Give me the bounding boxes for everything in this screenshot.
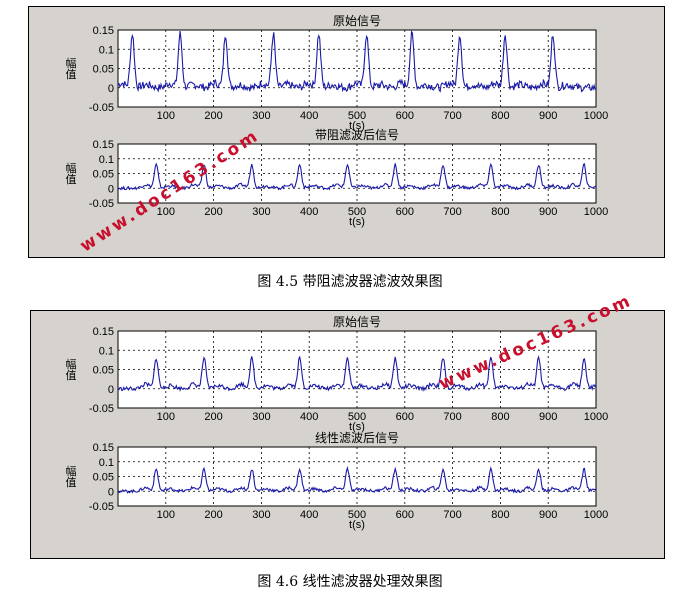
x-tick-label: 800: [491, 206, 509, 218]
chart-panel-3: -0.05 0 0.05 0.1 0.15 100 200 300 400 500 600 700 80…: [64, 315, 608, 433]
y-tick-label: 0.15: [93, 326, 114, 338]
x-tick-label: 600: [396, 206, 414, 218]
y-tick-label: 0.05: [93, 169, 114, 181]
signal-line: [117, 354, 597, 392]
y-tick-label: 0.1: [99, 154, 114, 166]
x-tick-label: 300: [252, 509, 270, 521]
plot-title: 带阻滤波后信号: [315, 128, 399, 142]
x-tick-label: 800: [491, 509, 509, 521]
y-tick-label: -0.05: [89, 102, 114, 114]
x-tick-label: 300: [252, 110, 270, 122]
x-tick-label: 300: [252, 206, 270, 218]
plot-title: 线性滤波后信号: [315, 431, 399, 445]
x-tick-label: 1000: [584, 509, 608, 521]
x-tick-label: 200: [204, 110, 222, 122]
chart-panel-1: -0.05 0 0.05 0.1 0.15 100 200 300 400 500 600 700 80…: [64, 14, 608, 132]
plot-area: [117, 446, 597, 507]
y-tick-label: -0.05: [89, 501, 114, 513]
x-tick-label: 900: [539, 509, 557, 521]
x-tick-label: 400: [300, 509, 318, 521]
x-tick-label: 300: [252, 411, 270, 423]
x-tick-label: 800: [491, 110, 509, 122]
y-tick-label: 0: [108, 384, 114, 396]
plot-title: 原始信号: [333, 14, 381, 28]
x-tick-label: 600: [396, 411, 414, 423]
x-tick-label: 500: [348, 411, 366, 423]
y-tick-label: 0: [108, 83, 114, 95]
x-axis-label: t(s): [349, 519, 365, 531]
x-tick-label: 400: [300, 411, 318, 423]
y-tick-label: 0.1: [99, 44, 114, 56]
y-tick-label: 0.15: [93, 25, 114, 37]
x-tick-label: 100: [157, 509, 175, 521]
y-tick-label: -0.05: [89, 198, 114, 210]
y-axis-label: 幅值: [64, 162, 77, 185]
y-axis-label: 幅值: [64, 358, 77, 381]
y-tick-label: 0.1: [99, 345, 114, 357]
x-axis-label: t(s): [349, 216, 365, 228]
x-tick-label: 600: [396, 509, 414, 521]
signal-line: [117, 465, 597, 494]
figure-4-6-caption: 图 4.6 线性滤波器处理效果图: [257, 574, 443, 590]
x-tick-label: 100: [157, 411, 175, 423]
x-tick-label: 500: [348, 509, 366, 521]
y-tick-label: 0: [108, 486, 114, 498]
chart-panel-4: -0.05 0 0.05 0.1 0.15 100 200 300 400 500 600 700 80…: [64, 431, 608, 531]
x-tick-label: 700: [443, 110, 461, 122]
y-tick-label: -0.05: [89, 403, 114, 415]
y-tick-label: 0: [108, 183, 114, 195]
x-tick-label: 700: [443, 509, 461, 521]
x-tick-label: 200: [204, 509, 222, 521]
x-tick-label: 900: [539, 110, 557, 122]
x-tick-label: 100: [157, 110, 175, 122]
plot-area: [117, 143, 597, 204]
y-tick-label: 0.1: [99, 457, 114, 469]
x-tick-label: 900: [539, 206, 557, 218]
x-tick-label: 700: [443, 206, 461, 218]
y-axis-label: 幅值: [64, 57, 77, 80]
x-tick-label: 900: [539, 411, 557, 423]
x-tick-label: 200: [204, 411, 222, 423]
y-tick-label: 0.15: [93, 442, 114, 454]
plot-title: 原始信号: [333, 315, 381, 329]
x-tick-label: 800: [491, 411, 509, 423]
y-tick-label: 0.15: [93, 139, 114, 151]
x-axis-label: t(s): [349, 421, 365, 433]
x-tick-label: 1000: [584, 411, 608, 423]
x-tick-label: 700: [443, 411, 461, 423]
y-axis-label: 幅值: [64, 465, 77, 488]
x-tick-label: 400: [300, 110, 318, 122]
x-tick-label: 100: [157, 206, 175, 218]
x-tick-label: 500: [348, 206, 366, 218]
x-tick-label: 600: [396, 110, 414, 122]
x-tick-label: 1000: [584, 206, 608, 218]
figure-4-5-caption: 图 4.5 带阻滤波器滤波效果图: [257, 274, 443, 290]
x-axis-label: t(s): [349, 120, 365, 132]
x-tick-label: 400: [300, 206, 318, 218]
x-tick-label: 500: [348, 110, 366, 122]
y-tick-label: 0.05: [93, 472, 114, 484]
chart-panel-2: -0.05 0 0.05 0.1 0.15 100 200 300 400 500 600 700 80…: [64, 128, 608, 228]
signal-line: [117, 30, 597, 93]
x-tick-label: 1000: [584, 110, 608, 122]
y-tick-label: 0.05: [93, 365, 114, 377]
plot-area: [117, 330, 597, 409]
signal-line: [117, 162, 597, 191]
y-tick-label: 0.05: [93, 64, 114, 76]
x-tick-label: 200: [204, 206, 222, 218]
